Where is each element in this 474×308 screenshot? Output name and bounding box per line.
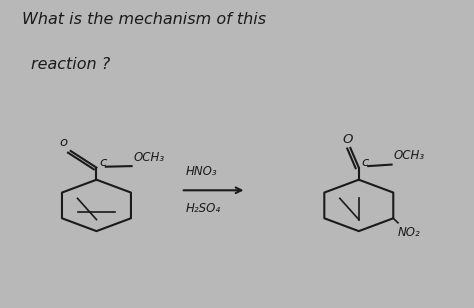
Text: OCH₃: OCH₃: [394, 149, 425, 162]
Text: What is the mechanism of this: What is the mechanism of this: [21, 12, 265, 27]
Text: OCH₃: OCH₃: [134, 151, 165, 164]
Text: c: c: [99, 156, 107, 169]
Text: reaction ?: reaction ?: [31, 57, 110, 72]
Text: HNO₃: HNO₃: [185, 165, 217, 178]
Text: NO₂: NO₂: [398, 226, 421, 239]
Text: c: c: [361, 156, 368, 169]
Text: H₂SO₄: H₂SO₄: [185, 202, 220, 215]
Text: o: o: [60, 136, 68, 149]
Text: O: O: [343, 132, 353, 146]
